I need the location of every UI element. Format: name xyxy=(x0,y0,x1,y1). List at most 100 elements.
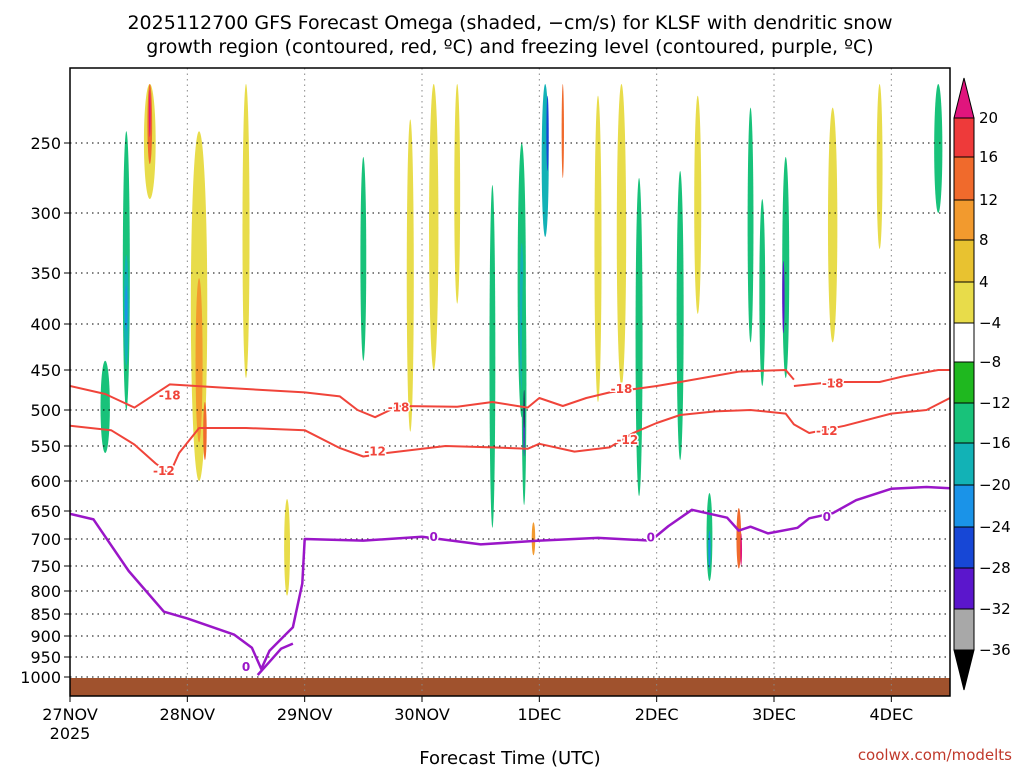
dgz-contour-label: -12 xyxy=(153,464,175,478)
colorbar-bin xyxy=(953,608,975,651)
omega-shading xyxy=(100,84,943,596)
omega-patch xyxy=(934,84,943,213)
colorbar-bin xyxy=(953,361,975,404)
colorbar-label: 4 xyxy=(979,273,989,291)
colorbar-bin xyxy=(953,402,975,444)
y-tick-label: 650 xyxy=(30,502,61,521)
dgz-contour-line xyxy=(70,369,795,419)
y-tick-label: 950 xyxy=(30,648,61,667)
colorbar-top-arrow xyxy=(953,77,975,119)
omega-patch xyxy=(429,84,439,370)
x-tick-label: 3DEC xyxy=(752,705,796,724)
colorbar-bin xyxy=(953,156,975,201)
dgz-contour-label: -12 xyxy=(816,424,838,438)
colorbar-bin xyxy=(953,281,975,324)
colorbar-label: −12 xyxy=(979,394,1011,412)
omega-patch xyxy=(616,84,627,386)
y-tick-label: 350 xyxy=(30,264,61,283)
omega-patch xyxy=(676,171,684,460)
colorbar-label: −32 xyxy=(979,600,1011,618)
colorbar: 20 16 12 8 4 −4 −8 −12 −16 −20 −24 −28 −32 −36 xyxy=(953,77,1011,691)
gridlines xyxy=(69,68,950,696)
omega-patch xyxy=(148,89,151,138)
credit-text: coolwx.com/modelts xyxy=(858,746,1012,764)
y-tick-label: 750 xyxy=(30,557,61,576)
omega-patch xyxy=(782,261,785,334)
colorbar-bottom-arrow xyxy=(953,649,975,691)
y-axis-ticks: 250 300 350 400 450 500 550 600 650 700 750 800 850 9… xyxy=(20,134,70,687)
dgz-contour-label: -18 xyxy=(388,401,410,415)
omega-patch xyxy=(546,95,549,171)
omega-patch xyxy=(521,261,527,505)
colorbar-label: −36 xyxy=(979,641,1011,659)
omega-patch xyxy=(876,84,883,249)
colorbar-label: −24 xyxy=(979,518,1011,536)
omega-patch xyxy=(454,84,461,304)
omega-patch xyxy=(523,390,525,428)
dgz-contour-line xyxy=(793,369,950,387)
contour-labels: -18 -18 -18 -18 -12 -12 -12 -12 0 0 0 0 xyxy=(152,375,845,675)
y-tick-label: 300 xyxy=(30,204,61,223)
colorbar-bin xyxy=(953,526,975,569)
contours xyxy=(70,369,950,676)
colorbar-label: −4 xyxy=(979,314,1001,332)
colorbar-bin xyxy=(953,442,975,486)
omega-patch xyxy=(594,95,602,402)
omega-patch xyxy=(360,157,367,361)
colorbar-label: 16 xyxy=(979,148,998,166)
colorbar-label: −8 xyxy=(979,353,1001,371)
omega-patch xyxy=(406,119,414,432)
omega-patch xyxy=(736,508,742,569)
omega-patch xyxy=(694,95,702,314)
colorbar-label: 12 xyxy=(979,191,998,209)
x-tick-label: 2DEC xyxy=(635,705,679,724)
omega-patch xyxy=(195,278,203,443)
x-tick-label: 4DEC xyxy=(869,705,913,724)
x-tick-label: 29NOV xyxy=(277,705,333,724)
y-tick-label: 250 xyxy=(30,134,61,153)
omega-patch xyxy=(125,285,128,331)
omega-patch xyxy=(203,402,207,460)
colorbar-label: 20 xyxy=(979,109,998,127)
colorbar-bin xyxy=(953,322,975,363)
colorbar-label: −20 xyxy=(979,476,1011,494)
colorbar-label: 8 xyxy=(979,231,989,249)
dgz-contour-label: -18 xyxy=(611,382,633,396)
x-tick-label: 28NOV xyxy=(160,705,216,724)
omega-patch xyxy=(747,107,754,343)
colorbar-bin xyxy=(953,239,975,283)
omega-patch xyxy=(489,185,496,528)
freezing-level-contour-line xyxy=(256,642,294,676)
x-year-label: 2025 xyxy=(50,724,91,743)
x-axis-ticks: 27NOV 28NOV 29NOV 30NOV 1DEC 2DEC 3DEC 4DEC xyxy=(42,696,913,724)
chart-title-line-1: 2025112700 GFS Forecast Omega (shaded, −… xyxy=(127,12,892,34)
freezing-level-contour-line xyxy=(70,485,950,671)
y-tick-label: 1000 xyxy=(20,668,61,687)
dgz-contour-label: -18 xyxy=(159,389,181,403)
colorbar-bin xyxy=(953,199,975,241)
colorbar-bin xyxy=(953,117,975,158)
y-tick-label: 550 xyxy=(30,437,61,456)
y-tick-label: 450 xyxy=(30,361,61,380)
omega-patch xyxy=(740,533,743,566)
chart-title-line-2: growth region (contoured, red, ºC) and f… xyxy=(146,36,873,58)
x-tick-label: 1DEC xyxy=(517,705,561,724)
y-tick-label: 800 xyxy=(30,582,61,601)
freezing-level-contour-label: 0 xyxy=(647,530,655,544)
terrain-ground xyxy=(70,678,950,696)
dgz-contour-label: -12 xyxy=(616,433,638,447)
dgz-contour-label: -12 xyxy=(364,445,386,459)
x-tick-label: 30NOV xyxy=(394,705,450,724)
y-tick-label: 850 xyxy=(30,605,61,624)
colorbar-bin xyxy=(953,484,975,528)
omega-patch xyxy=(708,530,711,569)
y-tick-label: 400 xyxy=(30,315,61,334)
y-tick-label: 500 xyxy=(30,401,61,420)
dgz-contour-label: -18 xyxy=(822,377,844,391)
omega-patch xyxy=(242,84,250,378)
y-tick-label: 700 xyxy=(30,530,61,549)
omega-patch xyxy=(100,360,110,453)
freezing-level-contour-label: 0 xyxy=(242,660,250,674)
